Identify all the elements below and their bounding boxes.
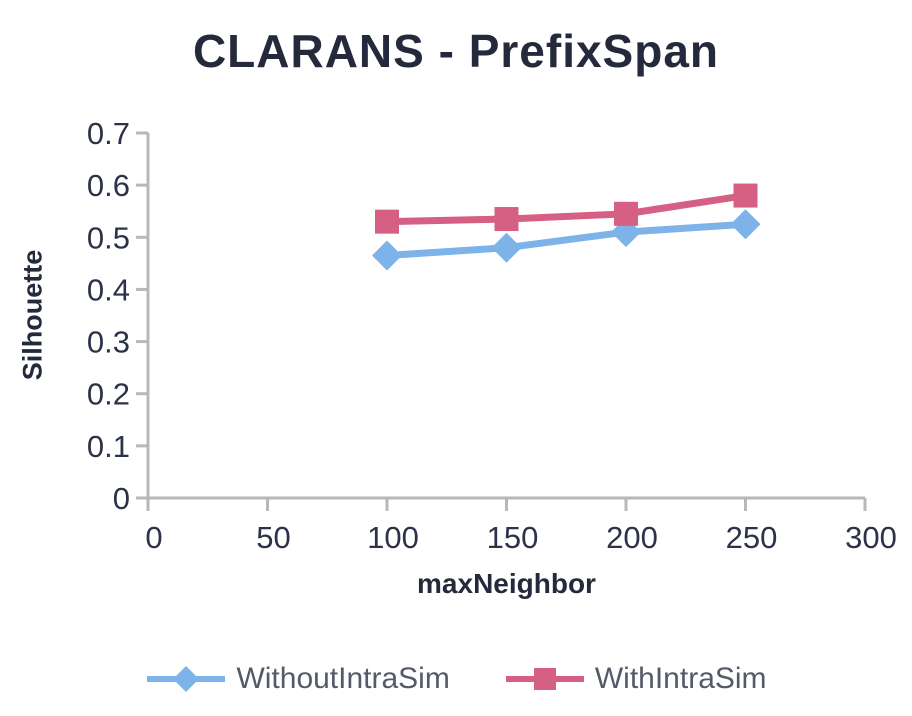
legend-item-WithIntraSim: WithIntraSim xyxy=(504,662,767,696)
series-WithIntraSim xyxy=(375,183,758,234)
legend-label: WithoutIntraSim xyxy=(236,662,450,695)
chart-title: CLARANS - PrefixSpan xyxy=(192,25,720,77)
legend-label: WithIntraSim xyxy=(594,662,767,695)
y-tick-label: 0.2 xyxy=(87,377,130,412)
y-tick-label: 0.6 xyxy=(87,168,130,203)
y-tick-label: 0.7 xyxy=(87,116,130,151)
x-tick-label: 150 xyxy=(487,520,539,555)
x-tick-label: 250 xyxy=(726,520,778,555)
x-tick-label: 200 xyxy=(606,520,658,555)
series-line xyxy=(383,220,749,260)
data-point-diamond xyxy=(173,666,200,692)
data-point-square xyxy=(494,207,519,232)
square-legend-icon xyxy=(505,668,584,690)
x-axis-title: maxNeighbor xyxy=(417,568,596,599)
legend-item-WithoutIntraSim: WithoutIntraSim xyxy=(145,662,450,696)
data-point-diamond xyxy=(730,209,761,240)
legend: WithoutIntraSim WithIntraSim xyxy=(0,662,912,696)
x-tick-label: 50 xyxy=(256,520,290,555)
y-tick-label: 0.1 xyxy=(87,429,130,464)
y-tick-label: 0.5 xyxy=(87,220,130,255)
y-tick-label: 0.3 xyxy=(87,325,130,360)
data-point-square xyxy=(733,183,758,208)
x-tick-label: 0 xyxy=(145,520,162,555)
data-point-diamond xyxy=(372,240,402,271)
series-line xyxy=(383,192,749,226)
y-tick-label: 0.4 xyxy=(87,272,130,307)
data-point-diamond xyxy=(491,232,522,263)
data-point-square xyxy=(533,668,556,690)
data-point-square xyxy=(375,209,399,234)
diamond-legend-icon xyxy=(147,666,226,692)
data-point-square xyxy=(614,201,638,226)
x-tick-label: 300 xyxy=(845,520,897,555)
y-tick-label: 0 xyxy=(113,481,130,516)
x-tick-label: 100 xyxy=(367,520,419,555)
